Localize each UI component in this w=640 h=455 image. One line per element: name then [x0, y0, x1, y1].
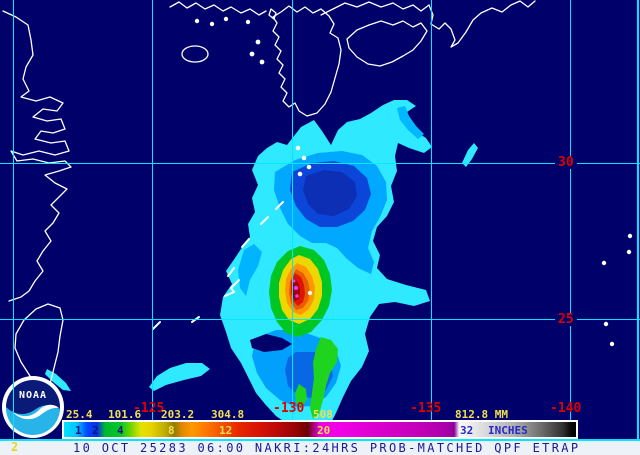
precip-layer	[45, 100, 478, 432]
scale-label-508mm: 508	[313, 408, 333, 421]
colorbar-tick-4: 4	[117, 424, 124, 437]
island-dot	[209, 21, 215, 27]
colorbar-tick-12: 12	[219, 424, 233, 437]
colorbar-tick-8: 8	[168, 424, 175, 437]
coast-jeju-island	[181, 45, 209, 63]
scale-label-25mm: 25.4	[66, 408, 93, 421]
precip-colorbar-gradient	[64, 422, 576, 437]
island-ryukyu	[241, 238, 250, 248]
gridline-horizontal-25n	[0, 319, 640, 320]
lon-label-140: -140	[550, 401, 582, 416]
colorbar-tick-1: 1	[75, 424, 82, 437]
gridline-vertical-125w	[152, 0, 153, 441]
coast-honshu-kii	[428, 0, 536, 48]
island-dot	[249, 51, 255, 57]
island-dot	[306, 164, 312, 170]
core-magenta-1	[293, 285, 299, 291]
green-streak-small	[295, 384, 307, 407]
core-magenta-3	[292, 279, 296, 283]
lat-label-30: 30	[555, 156, 577, 169]
map-border-bottom	[0, 439, 640, 441]
island-ryukyu	[275, 201, 284, 210]
colorbar-tick-32: 32	[460, 424, 474, 437]
lon-label-130: -130	[273, 401, 305, 416]
gridline-vertical-130w	[292, 0, 293, 441]
island-dot	[627, 233, 633, 239]
precip-patch-taiwan-east	[149, 363, 210, 391]
island-dot	[297, 171, 303, 177]
precip-upper-darkblue	[303, 170, 357, 216]
noaa-logo: NOAA	[2, 376, 64, 438]
island-dot	[255, 39, 261, 45]
coast-shikoku	[346, 20, 428, 67]
edge-tick-label: 2	[11, 440, 19, 454]
lon-label-125: -125	[133, 401, 165, 416]
scale-label-101mm: 101.6	[108, 408, 142, 421]
island-miyako	[152, 321, 161, 330]
map-border-right	[637, 0, 639, 441]
status-bar: 2 10 OCT 25283 06:00 NAKRI:24HRS PROB-MA…	[0, 441, 640, 455]
coast-korea	[169, 1, 267, 16]
island-dot	[223, 16, 229, 22]
precip-colorbar: 1 2 4 8 12 20 32 INCHES	[62, 420, 578, 439]
island-dot	[301, 155, 307, 161]
island-dot	[295, 145, 301, 151]
island-ryukyu	[260, 216, 269, 225]
coast-honshu-inland	[320, 1, 430, 16]
noaa-logo-bird	[12, 404, 59, 420]
island-dot	[194, 18, 200, 24]
colorbar-tick-2: 2	[92, 424, 99, 437]
gridline-vertical-140w	[570, 0, 571, 441]
island-dot	[601, 260, 607, 266]
scale-label-812mm: 812.8 MM	[455, 408, 508, 421]
precip-patch-northeast	[462, 143, 478, 167]
island-dot	[307, 290, 313, 296]
scale-label-304mm: 304.8	[211, 408, 245, 421]
island-okinawa	[224, 279, 240, 297]
core-magenta-2	[295, 294, 299, 298]
island-dot	[626, 249, 632, 255]
gridline-vertical-1	[13, 0, 14, 441]
islands	[152, 16, 633, 347]
noaa-logo-text: NOAA	[19, 390, 47, 401]
colorbar-tick-20: 20	[317, 424, 331, 437]
gridline-horizontal-30n	[0, 163, 640, 164]
lon-label-135: -135	[410, 401, 442, 416]
noaa-logo-wave	[5, 405, 61, 436]
precip-hole-1	[250, 334, 292, 352]
island-dot	[245, 19, 251, 25]
map-canvas: NOAA	[2, 0, 633, 438]
scale-label-203mm: 203.2	[161, 408, 195, 421]
green-streak-large	[310, 337, 338, 419]
precip-patch-taiwan-coast	[45, 369, 71, 391]
island-dot	[259, 59, 265, 65]
coast-tsushima	[268, 8, 277, 20]
gridline-vertical-135w	[431, 0, 432, 441]
lat-label-25: 25	[555, 313, 577, 326]
precipitation-map: NOAA 30 25 -125 -130 -135 -140 25.4 101.…	[0, 0, 640, 441]
precip-left-streak	[238, 244, 262, 296]
colorbar-unit-inches: INCHES	[488, 424, 528, 437]
status-bar-text: 10 OCT 25283 06:00 NAKRI:24HRS PROB-MATC…	[73, 441, 581, 455]
island-dot	[603, 321, 609, 327]
coast-china	[2, 10, 72, 302]
coast-kyushu	[272, 5, 342, 117]
island-dot	[609, 341, 615, 347]
island-ryukyu	[227, 267, 235, 277]
precip-arm-blue	[397, 106, 424, 139]
coastlines	[2, 0, 536, 399]
